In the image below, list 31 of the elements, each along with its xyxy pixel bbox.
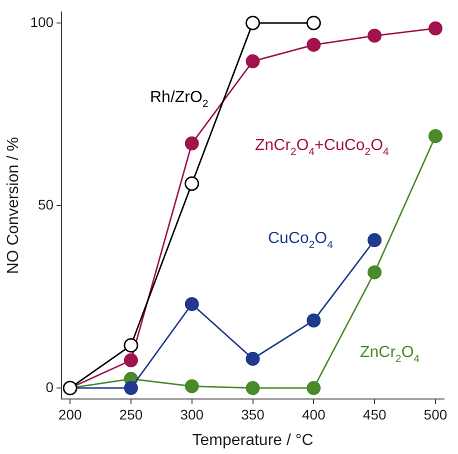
x-tick-label: 250 — [119, 406, 143, 422]
point — [246, 54, 260, 68]
point — [368, 28, 382, 43]
point — [124, 338, 138, 353]
x-axis-title: Temperature / °C — [192, 432, 314, 449]
y-tick-label: 0 — [46, 378, 54, 395]
point — [306, 38, 321, 52]
x-tick-label: 300 — [180, 406, 204, 422]
point — [368, 265, 382, 280]
point — [246, 352, 260, 366]
point — [124, 381, 138, 396]
point — [184, 297, 199, 312]
point — [124, 353, 138, 368]
point — [306, 381, 321, 396]
y-tick-label: 50 — [38, 196, 54, 212]
y-axis-title: NO Conversion / % — [5, 137, 22, 274]
point — [184, 379, 199, 394]
x-tick-label: 450 — [362, 406, 386, 422]
point — [428, 21, 442, 36]
point — [184, 176, 200, 191]
point — [428, 129, 442, 144]
point — [246, 16, 260, 30]
x-tick-label: 200 — [58, 406, 82, 422]
point — [368, 233, 382, 248]
point — [184, 136, 199, 150]
y-tick-label: 100 — [30, 14, 54, 30]
point — [306, 314, 321, 328]
point — [246, 381, 260, 396]
x-tick-label: 500 — [424, 406, 448, 422]
x-tick-label: 350 — [241, 406, 265, 422]
x-tick-label: 400 — [302, 406, 326, 422]
